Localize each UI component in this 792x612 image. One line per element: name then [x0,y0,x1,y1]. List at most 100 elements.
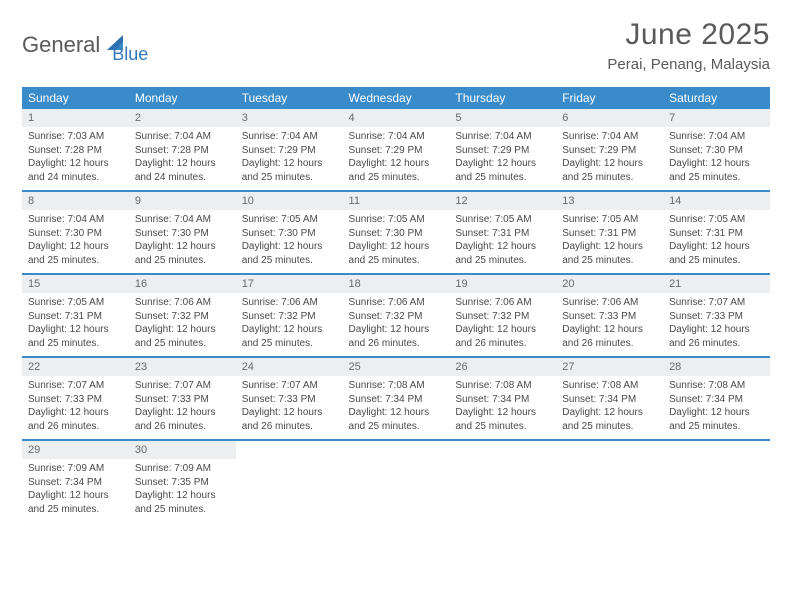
day-info: Sunrise: 7:04 AMSunset: 7:29 PMDaylight:… [236,127,343,190]
calendar-cell: 22Sunrise: 7:07 AMSunset: 7:33 PMDayligh… [22,357,129,440]
day-info: Sunrise: 7:04 AMSunset: 7:29 PMDaylight:… [343,127,450,190]
weekday-header: Saturday [663,87,770,109]
sunset-text: Sunset: 7:28 PM [135,144,230,158]
sunrise-text: Sunrise: 7:08 AM [669,379,764,393]
calendar-cell: 14Sunrise: 7:05 AMSunset: 7:31 PMDayligh… [663,191,770,274]
sunset-text: Sunset: 7:34 PM [562,393,657,407]
daylight-text: Daylight: 12 hours and 26 minutes. [669,323,764,350]
daylight-text: Daylight: 12 hours and 26 minutes. [562,323,657,350]
calendar-table: SundayMondayTuesdayWednesdayThursdayFrid… [22,87,770,522]
calendar-cell [343,440,450,522]
weekday-header: Thursday [449,87,556,109]
sunrise-text: Sunrise: 7:04 AM [669,130,764,144]
daylight-text: Daylight: 12 hours and 25 minutes. [242,157,337,184]
day-number: 28 [663,358,770,376]
day-number: 30 [129,441,236,459]
daylight-text: Daylight: 12 hours and 25 minutes. [135,240,230,267]
sunset-text: Sunset: 7:30 PM [669,144,764,158]
daylight-text: Daylight: 12 hours and 25 minutes. [349,157,444,184]
daylight-text: Daylight: 12 hours and 25 minutes. [28,489,123,516]
sunset-text: Sunset: 7:32 PM [242,310,337,324]
sunset-text: Sunset: 7:29 PM [562,144,657,158]
sunrise-text: Sunrise: 7:08 AM [455,379,550,393]
day-info: Sunrise: 7:04 AMSunset: 7:29 PMDaylight:… [556,127,663,190]
sunset-text: Sunset: 7:33 PM [242,393,337,407]
calendar-cell: 8Sunrise: 7:04 AMSunset: 7:30 PMDaylight… [22,191,129,274]
calendar-cell: 9Sunrise: 7:04 AMSunset: 7:30 PMDaylight… [129,191,236,274]
sunset-text: Sunset: 7:28 PM [28,144,123,158]
calendar-cell: 2Sunrise: 7:04 AMSunset: 7:28 PMDaylight… [129,109,236,191]
day-info: Sunrise: 7:08 AMSunset: 7:34 PMDaylight:… [343,376,450,439]
sunset-text: Sunset: 7:31 PM [28,310,123,324]
day-info: Sunrise: 7:06 AMSunset: 7:32 PMDaylight:… [449,293,556,356]
day-number: 16 [129,275,236,293]
daylight-text: Daylight: 12 hours and 26 minutes. [135,406,230,433]
day-info: Sunrise: 7:09 AMSunset: 7:35 PMDaylight:… [129,459,236,522]
day-number: 4 [343,109,450,127]
sunset-text: Sunset: 7:32 PM [135,310,230,324]
sunrise-text: Sunrise: 7:07 AM [135,379,230,393]
calendar-cell: 18Sunrise: 7:06 AMSunset: 7:32 PMDayligh… [343,274,450,357]
calendar-cell: 24Sunrise: 7:07 AMSunset: 7:33 PMDayligh… [236,357,343,440]
sunset-text: Sunset: 7:32 PM [349,310,444,324]
day-number: 8 [22,192,129,210]
day-info: Sunrise: 7:05 AMSunset: 7:31 PMDaylight:… [556,210,663,273]
calendar-cell: 7Sunrise: 7:04 AMSunset: 7:30 PMDaylight… [663,109,770,191]
sunrise-text: Sunrise: 7:08 AM [562,379,657,393]
day-info: Sunrise: 7:05 AMSunset: 7:30 PMDaylight:… [343,210,450,273]
day-number: 19 [449,275,556,293]
day-number: 11 [343,192,450,210]
weekday-header: Friday [556,87,663,109]
day-info: Sunrise: 7:08 AMSunset: 7:34 PMDaylight:… [556,376,663,439]
daylight-text: Daylight: 12 hours and 25 minutes. [562,406,657,433]
sunrise-text: Sunrise: 7:08 AM [349,379,444,393]
sunset-text: Sunset: 7:33 PM [562,310,657,324]
calendar-cell: 23Sunrise: 7:07 AMSunset: 7:33 PMDayligh… [129,357,236,440]
day-number: 15 [22,275,129,293]
weekday-header: Tuesday [236,87,343,109]
calendar-cell: 5Sunrise: 7:04 AMSunset: 7:29 PMDaylight… [449,109,556,191]
sunset-text: Sunset: 7:30 PM [135,227,230,241]
calendar-cell: 10Sunrise: 7:05 AMSunset: 7:30 PMDayligh… [236,191,343,274]
sunset-text: Sunset: 7:34 PM [669,393,764,407]
sunrise-text: Sunrise: 7:04 AM [135,130,230,144]
sunrise-text: Sunrise: 7:04 AM [349,130,444,144]
daylight-text: Daylight: 12 hours and 24 minutes. [135,157,230,184]
day-info-blank [449,459,556,517]
day-info-blank [236,459,343,517]
sunset-text: Sunset: 7:29 PM [455,144,550,158]
calendar-cell: 4Sunrise: 7:04 AMSunset: 7:29 PMDaylight… [343,109,450,191]
sunrise-text: Sunrise: 7:05 AM [455,213,550,227]
month-title: June 2025 [607,18,770,52]
calendar-cell: 13Sunrise: 7:05 AMSunset: 7:31 PMDayligh… [556,191,663,274]
day-number: 9 [129,192,236,210]
calendar-row: 22Sunrise: 7:07 AMSunset: 7:33 PMDayligh… [22,357,770,440]
sunrise-text: Sunrise: 7:05 AM [28,296,123,310]
sunrise-text: Sunrise: 7:06 AM [562,296,657,310]
sunset-text: Sunset: 7:29 PM [242,144,337,158]
calendar-cell: 19Sunrise: 7:06 AMSunset: 7:32 PMDayligh… [449,274,556,357]
daylight-text: Daylight: 12 hours and 25 minutes. [562,157,657,184]
title-block: June 2025 Perai, Penang, Malaysia [607,18,770,73]
sunset-text: Sunset: 7:31 PM [455,227,550,241]
sunset-text: Sunset: 7:33 PM [135,393,230,407]
brand-part1: General [22,32,100,58]
sunrise-text: Sunrise: 7:06 AM [135,296,230,310]
day-info: Sunrise: 7:03 AMSunset: 7:28 PMDaylight:… [22,127,129,190]
calendar-cell: 17Sunrise: 7:06 AMSunset: 7:32 PMDayligh… [236,274,343,357]
calendar-cell: 20Sunrise: 7:06 AMSunset: 7:33 PMDayligh… [556,274,663,357]
daylight-text: Daylight: 12 hours and 25 minutes. [455,406,550,433]
sunrise-text: Sunrise: 7:06 AM [242,296,337,310]
day-info: Sunrise: 7:05 AMSunset: 7:31 PMDaylight:… [663,210,770,273]
sunrise-text: Sunrise: 7:04 AM [135,213,230,227]
calendar-cell [449,440,556,522]
day-number: 5 [449,109,556,127]
calendar-cell: 11Sunrise: 7:05 AMSunset: 7:30 PMDayligh… [343,191,450,274]
calendar-cell: 26Sunrise: 7:08 AMSunset: 7:34 PMDayligh… [449,357,556,440]
sunrise-text: Sunrise: 7:04 AM [242,130,337,144]
daylight-text: Daylight: 12 hours and 25 minutes. [669,240,764,267]
day-info: Sunrise: 7:04 AMSunset: 7:30 PMDaylight:… [129,210,236,273]
daylight-text: Daylight: 12 hours and 25 minutes. [28,323,123,350]
calendar-row: 8Sunrise: 7:04 AMSunset: 7:30 PMDaylight… [22,191,770,274]
day-info: Sunrise: 7:05 AMSunset: 7:31 PMDaylight:… [22,293,129,356]
